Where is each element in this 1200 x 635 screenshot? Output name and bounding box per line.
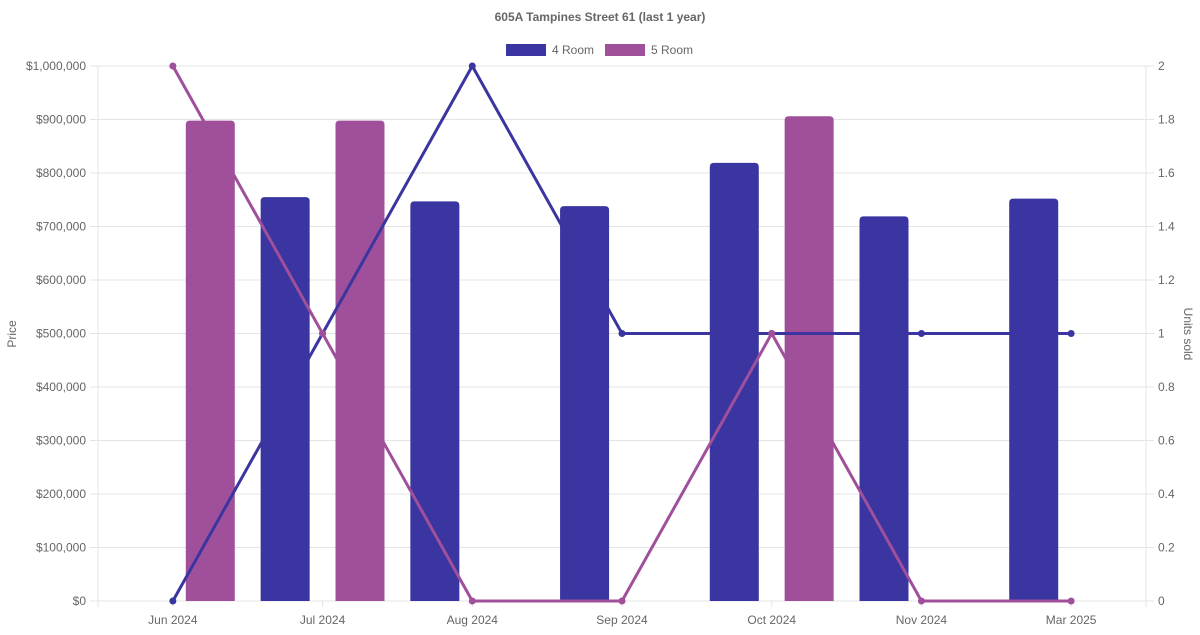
bar-4-room-nov-2024[interactable]	[859, 216, 909, 601]
left-tick-label: $400,000	[36, 380, 86, 394]
units-point-4-room-nov-2024[interactable]	[917, 330, 925, 337]
left-tick-label: $900,000	[36, 113, 86, 127]
x-tick-label-mar-2025: Mar 2025	[1046, 613, 1097, 627]
x-axis-ticks: Jun 2024 Jul 2024 Aug 2024 Sep 2024 Oct 2024…	[148, 601, 1097, 627]
legend: 4 Room 5 Room	[506, 43, 693, 57]
legend-swatch-5-room	[605, 44, 645, 56]
right-axis-ticks: 0 0.2 0.4 0.6 0.8 1 1.2 1.4 1.6 1.8 2	[1146, 59, 1175, 608]
x-tick-label-sep-2024: Sep 2024	[596, 613, 648, 627]
legend-item-4-room[interactable]: 4 Room	[506, 43, 594, 57]
left-tick-label: $1,000,000	[26, 59, 86, 73]
x-tick-label-nov-2024: Nov 2024	[896, 613, 948, 627]
left-tick-label: $0	[73, 594, 87, 608]
left-axis-ticks: $0 $100,000 $200,000 $300,000 $400,000 $500,0…	[26, 59, 86, 608]
right-tick-label: 0.2	[1158, 541, 1175, 555]
left-axis-title: Price	[5, 320, 19, 348]
units-point-4-room-sep-2024[interactable]	[618, 330, 626, 337]
right-tick-label: 0.8	[1158, 380, 1175, 394]
x-tick-label-jul-2024: Jul 2024	[300, 613, 346, 627]
units-point-5-room-nov-2024[interactable]	[917, 597, 925, 605]
left-tick-label: $100,000	[36, 541, 86, 555]
x-tick-label-aug-2024: Aug 2024	[447, 613, 499, 627]
bar-4-room-mar-2025[interactable]	[1009, 198, 1059, 601]
right-tick-label: 1.4	[1158, 220, 1175, 234]
right-tick-label: 0.6	[1158, 434, 1175, 448]
bar-4-room-sep-2024[interactable]	[560, 206, 610, 602]
units-lines	[169, 62, 1075, 605]
price-bars	[185, 116, 1059, 602]
right-axis-title: Units sold	[1181, 308, 1195, 361]
units-point-4-room-aug-2024[interactable]	[468, 62, 476, 70]
bar-5-room-jun-2024[interactable]	[185, 120, 235, 601]
bar-4-room-oct-2024[interactable]	[709, 162, 759, 601]
units-point-4-room-jun-2024[interactable]	[169, 597, 177, 605]
right-tick-label: 1	[1158, 327, 1165, 341]
gridlines	[90, 65, 1147, 607]
bar-5-room-oct-2024[interactable]	[784, 116, 834, 601]
legend-item-5-room[interactable]: 5 Room	[605, 43, 693, 57]
right-tick-label: 1.2	[1158, 273, 1175, 287]
units-point-5-room-jun-2024[interactable]	[169, 62, 177, 70]
right-tick-label: 1.6	[1158, 166, 1175, 180]
units-point-4-room-mar-2025[interactable]	[1067, 330, 1075, 337]
units-point-5-room-jul-2024[interactable]	[319, 330, 327, 337]
x-tick-label-oct-2024: Oct 2024	[747, 613, 796, 627]
bar-5-room-jul-2024[interactable]	[335, 120, 385, 601]
left-tick-label: $500,000	[36, 327, 86, 341]
right-tick-label: 2	[1158, 59, 1165, 73]
legend-label-5-room: 5 Room	[651, 43, 693, 57]
right-tick-label: 0.4	[1158, 487, 1175, 501]
bar-4-room-aug-2024[interactable]	[410, 201, 460, 602]
chart-title: 605A Tampines Street 61 (last 1 year)	[495, 10, 706, 24]
units-point-5-room-oct-2024[interactable]	[768, 330, 776, 337]
left-tick-label: $700,000	[36, 220, 86, 234]
right-tick-label: 0	[1158, 594, 1165, 608]
right-tick-label: 1.8	[1158, 113, 1175, 127]
legend-swatch-4-room	[506, 44, 546, 56]
left-tick-label: $200,000	[36, 487, 86, 501]
legend-label-4-room: 4 Room	[552, 43, 594, 57]
units-point-5-room-sep-2024[interactable]	[618, 597, 626, 605]
x-tick-label-jun-2024: Jun 2024	[148, 613, 198, 627]
units-point-5-room-mar-2025[interactable]	[1067, 597, 1075, 605]
left-tick-label: $800,000	[36, 166, 86, 180]
left-tick-label: $600,000	[36, 273, 86, 287]
left-tick-label: $300,000	[36, 434, 86, 448]
units-point-5-room-aug-2024[interactable]	[468, 597, 476, 605]
